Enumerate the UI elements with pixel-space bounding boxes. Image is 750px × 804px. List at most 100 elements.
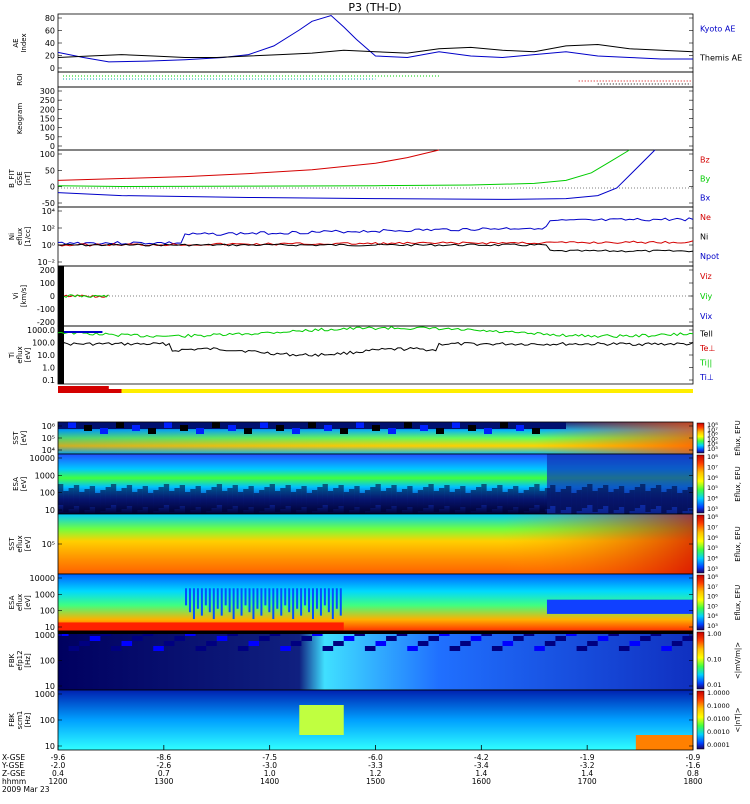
legend-entry: Ne: [700, 213, 711, 222]
spectrogram-noise: [237, 492, 244, 513]
spectrogram-noise: [513, 486, 519, 507]
spectrogram-noise: [550, 485, 556, 506]
legend-entry: Bx: [700, 194, 710, 203]
y-axis-label-text: [eV]: [24, 347, 32, 362]
spectrogram-stripe: [513, 636, 524, 641]
colorbar: [696, 422, 705, 454]
spectrogram-noise: [343, 492, 350, 513]
spectrogram-stripe: [121, 641, 133, 646]
colorbar-tick-label: 0.01: [707, 681, 721, 689]
spectrogram-noise: [79, 492, 85, 513]
x-tick-label: 1600: [472, 777, 491, 786]
y-tick-label: 40: [45, 39, 55, 48]
spectrogram-noise: [587, 484, 593, 505]
y-axis-label-text: ESA: [12, 477, 20, 491]
spectrogram-stripe: [195, 646, 207, 651]
colorbar-label: Eflux, EFU: [734, 466, 742, 501]
colorbar-tick-label: 10⁸: [707, 453, 718, 461]
series-line: [57, 149, 656, 200]
spectrogram-noise: [523, 490, 529, 511]
x-tick-label: 1800: [683, 777, 702, 786]
spectrogram-stripe: [153, 646, 164, 651]
spectrogram-noise: [655, 485, 662, 506]
spectrogram-noise: [169, 491, 175, 512]
colorbar-label-text: Eflux, EFU: [734, 526, 742, 561]
y-tick-label: 100: [40, 657, 55, 666]
y-tick-label: 50: [45, 133, 55, 142]
mode-bar-red: [58, 386, 109, 389]
y-tick-label: 0: [50, 64, 55, 73]
colorbar: [696, 514, 705, 574]
y-tick-label: 50: [45, 166, 55, 175]
x-tick-label: -1.9: [580, 753, 595, 762]
spectrogram-block: [468, 425, 476, 431]
x-tick-label: -6.0: [368, 753, 383, 762]
y-axis-label: B_FIT GSE [nT]: [8, 168, 32, 187]
spectrogram-stripe: [301, 636, 312, 641]
y-tick-label: 10: [45, 506, 55, 515]
colorbar-tick-label: 10⁵: [707, 484, 718, 492]
colorbar-tick-label: 10⁷: [707, 463, 718, 471]
y-tick-label: 1000: [35, 690, 55, 699]
spectrogram-streak: [228, 588, 231, 613]
y-axis-label-text: [1/cc]: [24, 226, 32, 246]
spectrogram-noise: [534, 484, 540, 505]
spectrogram-stripe: [629, 641, 641, 646]
spectrogram-noise: [333, 488, 339, 509]
spectrogram-noise: [528, 487, 535, 508]
spectrogram-streak: [185, 588, 187, 606]
spectrogram-noise: [497, 485, 503, 506]
spectrogram-stripe: [206, 641, 217, 646]
spectrogram-block: [196, 428, 204, 434]
colorbar-tick-label: 10⁴: [707, 555, 718, 563]
spectrogram-band: [546, 599, 693, 614]
spectrogram-noise: [417, 490, 424, 511]
colorbar: [696, 454, 705, 514]
y-tick-label: 0: [50, 183, 55, 192]
spectrogram-noise: [539, 491, 545, 512]
spectrogram-noise: [401, 489, 408, 510]
spectrogram-streak: [304, 588, 307, 606]
y-axis-label-text: [eV]: [24, 536, 32, 551]
spectrogram-stripe: [333, 641, 344, 646]
spectrogram-streak: [300, 588, 303, 616]
spectrogram-streak: [335, 588, 338, 609]
spectrogram-noise: [507, 489, 514, 510]
y-tick-label: 150: [40, 115, 55, 124]
spectrogram-noise: [476, 487, 482, 508]
spectrogram-stripe: [544, 641, 556, 646]
spectrogram-noise: [592, 491, 598, 512]
y-tick-label: 10⁴: [42, 446, 55, 455]
spectrogram-noise: [566, 486, 572, 507]
spectrogram-noise: [439, 488, 445, 509]
spectrogram-streak: [192, 588, 195, 620]
legend-entry: By: [700, 175, 710, 184]
colorbar-tick-label: 0.1000: [707, 702, 730, 710]
spectrogram-streak: [252, 588, 255, 620]
spectrogram-fbk-e: [58, 631, 693, 690]
spectrogram-streak: [200, 588, 203, 616]
spectrogram-stripe: [407, 646, 418, 651]
spectrogram-block: [260, 422, 268, 428]
spectrogram-block: [436, 428, 444, 434]
x-tick-label: 0.7: [158, 769, 170, 778]
spectrogram-stripe: [110, 646, 122, 651]
y-axis-label: AE Index: [12, 33, 28, 52]
y-tick-label: 100: [40, 489, 55, 498]
spectrogram-block: [84, 425, 92, 431]
spectrogram-block: [100, 428, 108, 434]
spectrogram-streak: [212, 588, 215, 620]
legend-entry: Tell: [699, 329, 713, 338]
spectrogram-streak: [331, 588, 334, 620]
y-tick-label: 80: [45, 14, 55, 23]
spectrogram-noise: [581, 487, 588, 508]
spectrogram-noise: [349, 489, 355, 510]
spectrogram-block: [356, 422, 364, 428]
spectrogram-noise: [179, 485, 185, 506]
y-tick-label: 10: [45, 742, 55, 751]
spectrogram-block: [228, 425, 236, 431]
colorbar-tick-label: 0.0010: [707, 728, 730, 736]
y-axis-label-text: Keogram: [16, 103, 24, 134]
spectrogram-noise: [640, 484, 646, 505]
